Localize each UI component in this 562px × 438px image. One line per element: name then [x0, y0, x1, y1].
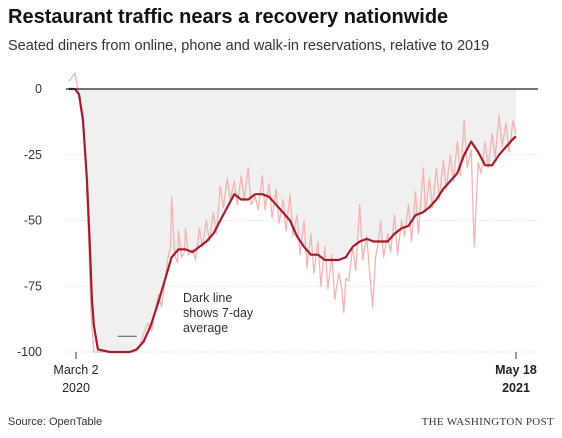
- page-title: Restaurant traffic nears a recovery nati…: [8, 6, 449, 28]
- y-tick-label: -100: [17, 345, 42, 359]
- y-tick-label: -75: [24, 279, 42, 293]
- seven-day-average-line: [69, 87, 517, 354]
- publisher-credit: THE WASHINGTON POST: [421, 416, 554, 428]
- chart-subtitle: Seated diners from online, phone and wal…: [8, 38, 490, 54]
- x-tick-label-month: May 18: [495, 363, 537, 377]
- x-tick-label-year: 2020: [62, 381, 90, 395]
- line-chart: 0 -25 -50 -75 -100 March 2 2020 May 18 2021 Dar…: [17, 72, 538, 395]
- y-tick-label: 0: [35, 82, 42, 96]
- source-note: Source: OpenTable: [8, 416, 103, 428]
- annotation-text-line: average: [183, 321, 228, 335]
- y-tick-label: -25: [24, 148, 42, 162]
- x-axis: March 2 2020 May 18 2021: [53, 352, 537, 395]
- annotation-text-line: Dark line: [183, 291, 232, 305]
- y-tick-label: -50: [24, 214, 42, 228]
- x-tick-label-month: March 2: [53, 363, 98, 377]
- annotation-text-line: shows 7-day: [183, 306, 254, 320]
- x-tick-label-year: 2021: [502, 381, 530, 395]
- y-axis-labels: 0 -25 -50 -75 -100: [17, 82, 42, 359]
